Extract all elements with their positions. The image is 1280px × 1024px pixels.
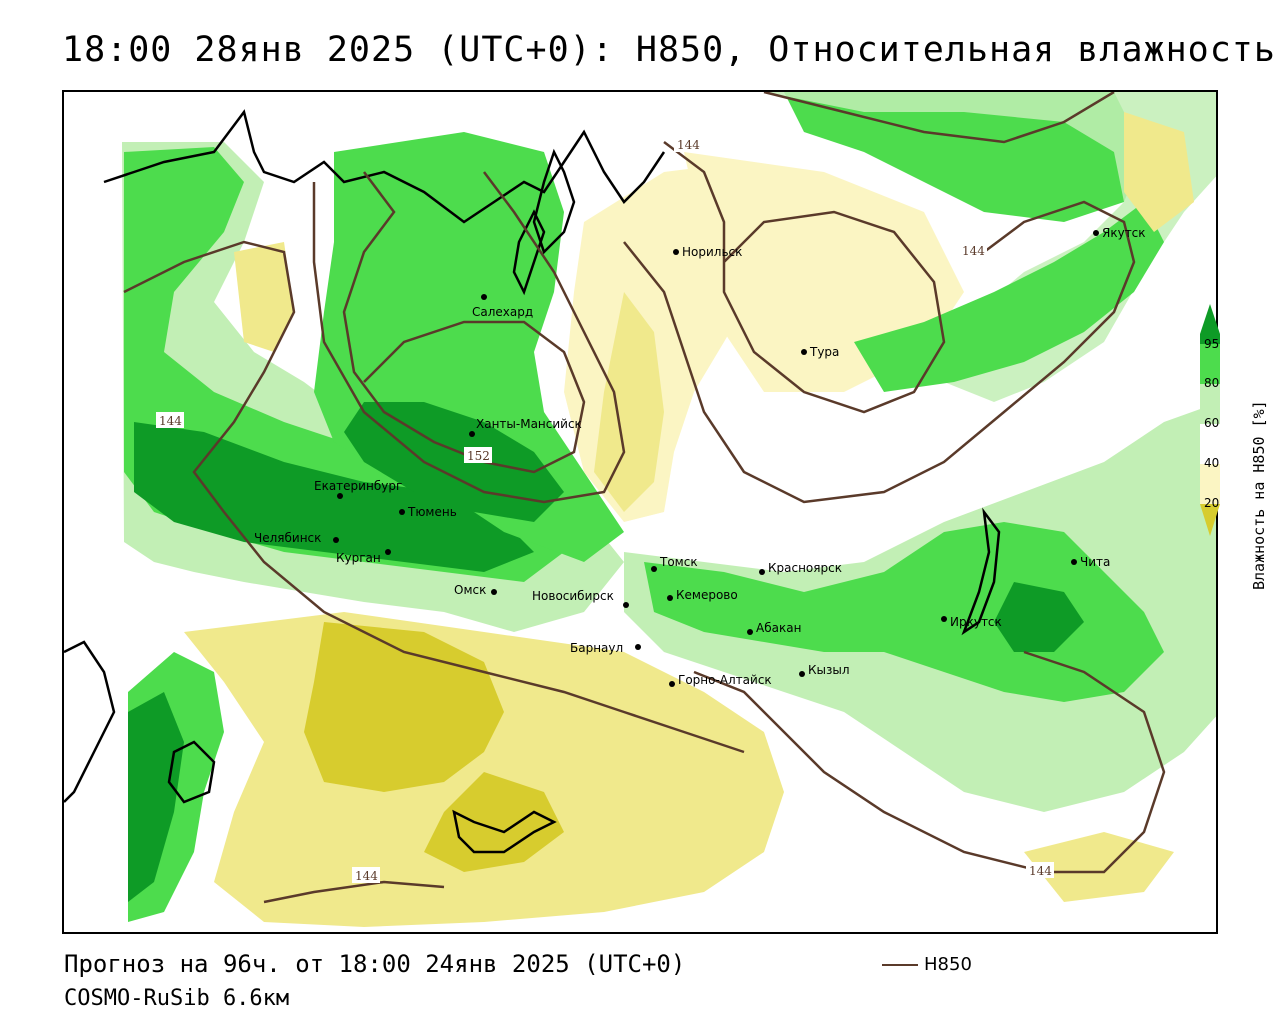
city-label: Екатеринбург	[314, 479, 402, 493]
forecast-info: Прогноз на 96ч. от 18:00 24янв 2025 (UTC…	[64, 950, 686, 978]
city-label: Томск	[659, 555, 698, 569]
city-label: Тюмень	[407, 505, 457, 519]
humidity-field	[122, 92, 1216, 927]
city-label: Чита	[1080, 555, 1110, 569]
city-label: Красноярск	[768, 561, 842, 575]
city-label: Иркутск	[950, 615, 1002, 629]
city-label: Челябинск	[254, 531, 321, 545]
colorbar-title: Влажность на H850 [%]	[1250, 400, 1268, 590]
model-name: COSMO-RuSib 6.6км	[64, 986, 290, 1011]
city-label: Ханты-Мансийск	[476, 417, 582, 431]
humidity-dry-east1	[1124, 112, 1194, 232]
city-label: Новосибирск	[532, 589, 614, 603]
lake-baikal	[961, 507, 1001, 636]
humidity-dry-tongue	[594, 292, 664, 512]
coastline-yamal	[512, 209, 546, 296]
contour-legend-label: H850	[924, 954, 972, 975]
coastline-north	[103, 109, 666, 224]
city-label: Омск	[454, 583, 486, 597]
humidity-dry-east2	[1024, 832, 1174, 902]
coastlines	[64, 109, 1001, 854]
city-label: Якутск	[1102, 226, 1146, 240]
humidity-verywet-west	[134, 422, 534, 572]
colorbar-tick: 40	[1204, 456, 1219, 470]
contour-label: 144	[1029, 864, 1052, 878]
colorbar-top-arrow	[1200, 304, 1220, 334]
contour-label: 144	[962, 244, 985, 258]
city-label: Горно-Алтайск	[678, 673, 772, 687]
humidity-wet-northarc	[854, 202, 1164, 392]
colorbar-tick: 80	[1204, 376, 1219, 390]
cities: Норильск Якутск Салехард Тура Ханты-Манс…	[254, 226, 1146, 687]
city-label: Барнаул	[570, 641, 623, 655]
aral	[167, 740, 216, 804]
lake-balkhash	[452, 809, 557, 854]
humidity-verywet-southwest	[128, 692, 184, 902]
city-label: Абакан	[756, 621, 801, 635]
colorbar-band-60	[1200, 384, 1220, 424]
city-label: Курган	[336, 551, 381, 565]
h850-contour-5	[623, 200, 1136, 504]
colorbar-band-80	[1200, 344, 1220, 384]
city-label: Салехард	[472, 305, 533, 319]
colorbar-tick: 95	[1204, 337, 1219, 351]
contour-label-group: 144 144 144 152 144 144	[156, 136, 1054, 883]
contour-label: 144	[677, 138, 700, 152]
city-label: Кемерово	[676, 588, 738, 602]
city-label: Кызыл	[808, 663, 850, 677]
colorbar-bottom-arrow	[1200, 504, 1220, 536]
city-label: Тура	[809, 345, 839, 359]
city-label: Норильск	[682, 245, 742, 259]
h850-contour-1	[342, 171, 586, 474]
h850-contour-6	[763, 92, 1115, 144]
contour-legend-line	[882, 964, 918, 966]
caspian	[64, 640, 116, 803]
humidity-wet-east	[644, 522, 1164, 702]
contour-label: 144	[355, 869, 378, 883]
h850-contour-4	[663, 141, 946, 414]
humidity-dry-west1	[234, 242, 294, 352]
contour-label: 152	[467, 449, 490, 463]
humidity-verywet-central	[344, 402, 564, 522]
humidity-colorbar: 95 80 60 40 20	[1200, 304, 1220, 536]
colorbar-band-20	[1200, 464, 1220, 504]
colorbar-tick: 60	[1204, 416, 1219, 430]
colorbar-tick: 20	[1204, 496, 1219, 510]
map-canvas: 144 144 144 152 144 144 Норильск Якутск …	[64, 92, 1216, 927]
contour-label: 144	[159, 414, 182, 428]
humidity-verydry-south2	[424, 772, 564, 872]
weather-map: 144 144 144 152 144 144 Норильск Якутск …	[62, 90, 1218, 934]
h850-contour-2	[312, 171, 626, 504]
h850-contour-3	[123, 240, 745, 754]
humidity-verywet-east	[994, 582, 1084, 652]
map-title: 18:00 28янв 2025 (UTC+0): H850, Относите…	[62, 30, 1276, 70]
colorbar-band-40	[1200, 424, 1220, 464]
colorbar-band-95	[1200, 334, 1220, 344]
h850-contour-8	[263, 880, 445, 904]
contour-legend: H850	[882, 954, 972, 975]
h850-contours	[123, 92, 1166, 904]
